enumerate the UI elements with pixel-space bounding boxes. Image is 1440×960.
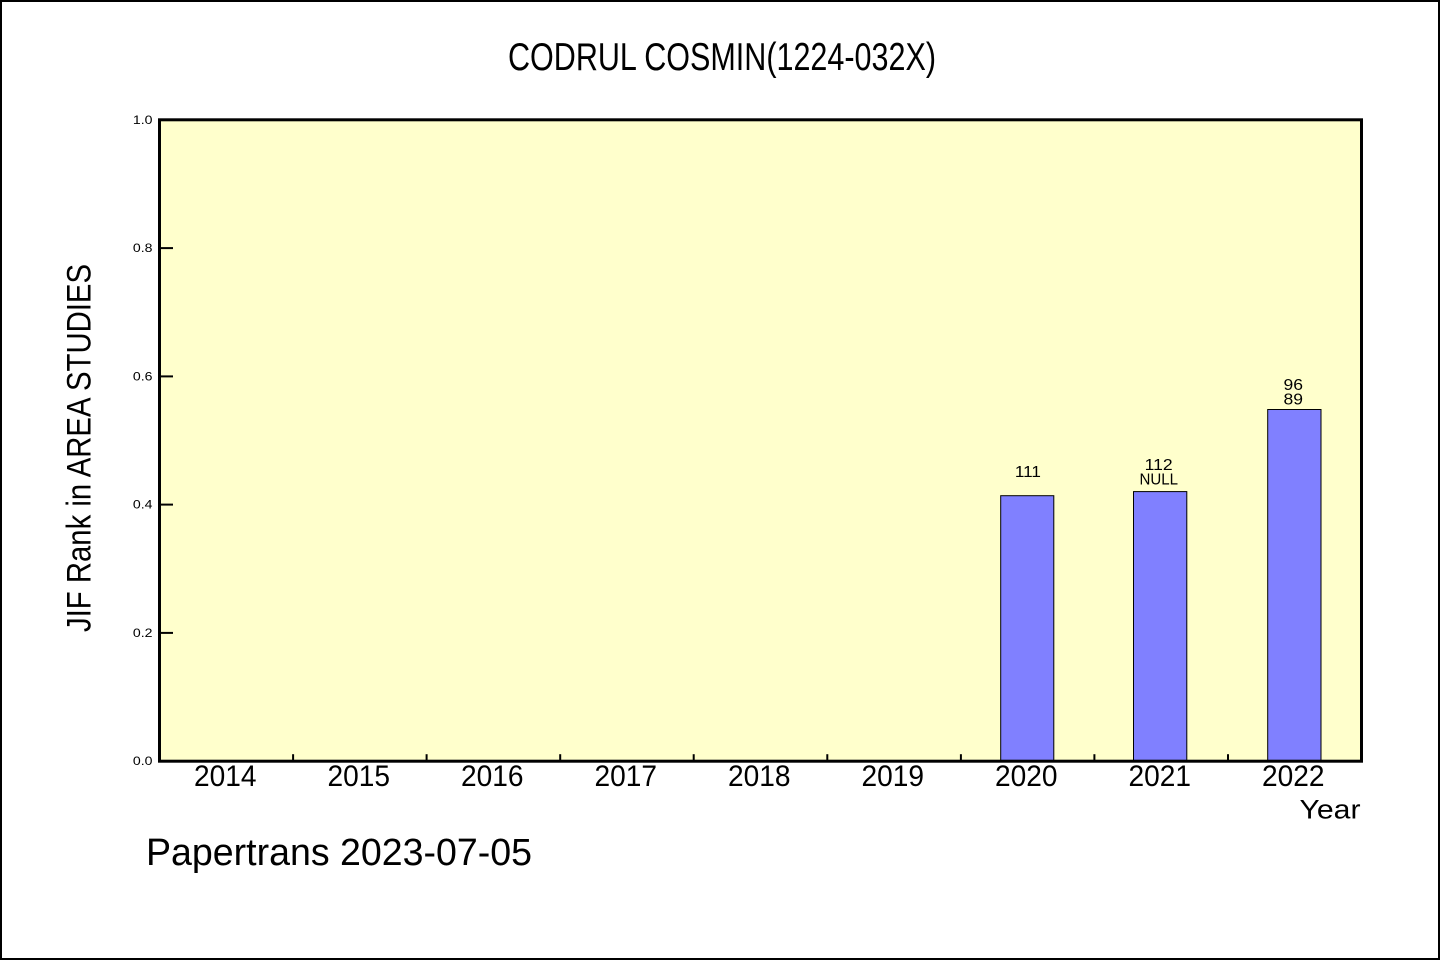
- svg-text:0.2: 0.2: [133, 626, 153, 640]
- svg-text:0.0: 0.0: [133, 754, 153, 768]
- svg-text:111: 111: [1015, 464, 1041, 481]
- svg-text:2017: 2017: [595, 760, 658, 793]
- svg-text:2019: 2019: [862, 760, 925, 793]
- svg-text:89: 89: [1284, 392, 1304, 409]
- svg-text:Papertrans 2023-07-05: Papertrans 2023-07-05: [146, 832, 532, 874]
- svg-text:2016: 2016: [461, 760, 524, 793]
- svg-text:2015: 2015: [328, 760, 391, 793]
- svg-text:2014: 2014: [194, 760, 257, 793]
- svg-text:1.0: 1.0: [133, 113, 153, 127]
- svg-text:96: 96: [1284, 377, 1304, 394]
- svg-text:Year: Year: [1300, 795, 1361, 825]
- svg-text:2021: 2021: [1129, 760, 1192, 793]
- svg-text:2022: 2022: [1262, 760, 1325, 793]
- svg-text:0.6: 0.6: [133, 369, 153, 383]
- svg-text:JIF Rank in AREA STUDIES: JIF Rank in AREA STUDIES: [61, 264, 99, 632]
- svg-text:NULL: NULL: [1139, 471, 1178, 488]
- svg-text:112: 112: [1145, 457, 1173, 474]
- svg-text:0.4: 0.4: [133, 498, 153, 512]
- svg-text:2020: 2020: [995, 760, 1058, 793]
- svg-text:0.8: 0.8: [133, 241, 153, 255]
- svg-text:CODRUL COSMIN(1224-032X): CODRUL COSMIN(1224-032X): [508, 35, 936, 79]
- svg-text:2018: 2018: [728, 760, 791, 793]
